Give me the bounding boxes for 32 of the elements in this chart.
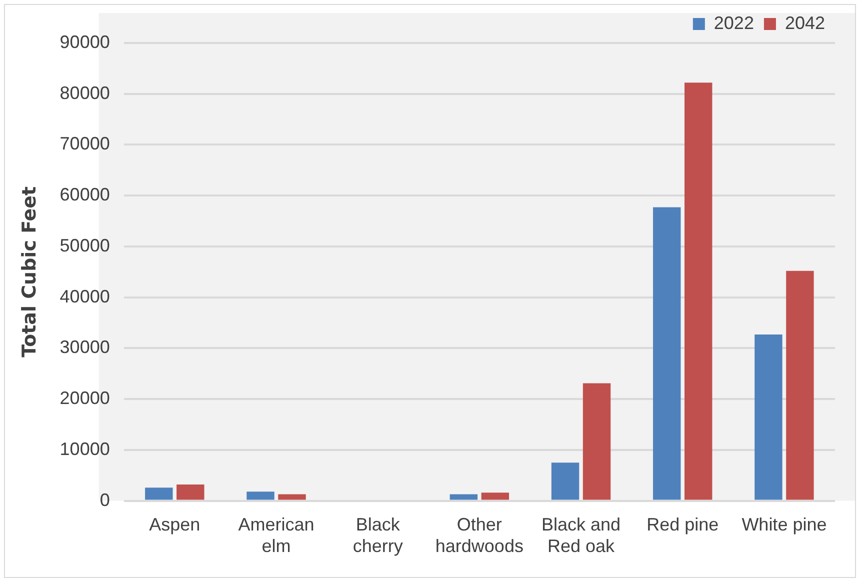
x-tick-label: White pine bbox=[742, 514, 827, 535]
bar bbox=[786, 270, 814, 500]
y-tick-label: 0 bbox=[100, 490, 110, 510]
bar bbox=[754, 334, 782, 500]
bar bbox=[653, 207, 681, 500]
bar bbox=[246, 492, 274, 500]
x-tick-label: American elm bbox=[238, 514, 314, 556]
x-tick-label: Aspen bbox=[149, 514, 200, 535]
bar bbox=[481, 492, 510, 500]
y-tick-label: 60000 bbox=[60, 184, 110, 205]
x-tick-label: Other hardwoods bbox=[435, 514, 524, 556]
bar bbox=[176, 484, 204, 500]
bar bbox=[684, 82, 712, 500]
bar bbox=[450, 494, 478, 500]
y-axis-title: Total Cubic Feet bbox=[18, 186, 40, 358]
bar bbox=[278, 494, 306, 500]
y-tick-label: 40000 bbox=[60, 286, 110, 306]
legend-label: 2042 bbox=[784, 12, 826, 33]
y-tick-label: 50000 bbox=[60, 235, 110, 256]
y-tick-label: 20000 bbox=[60, 388, 110, 408]
y-tick-label: 30000 bbox=[60, 337, 110, 358]
x-tick-label: Black cherry bbox=[352, 514, 403, 556]
bar bbox=[582, 383, 611, 500]
y-tick-label: 70000 bbox=[60, 134, 110, 154]
y-tick-label: 90000 bbox=[60, 32, 110, 52]
bar bbox=[145, 488, 173, 500]
bar bbox=[551, 462, 580, 500]
legend-label: 2022 bbox=[714, 12, 754, 33]
y-tick-label: 10000 bbox=[60, 438, 110, 459]
x-tick-label: Red pine bbox=[646, 514, 719, 535]
y-tick-label: 80000 bbox=[60, 82, 110, 103]
x-tick-label: Black and Red oak bbox=[541, 514, 621, 556]
